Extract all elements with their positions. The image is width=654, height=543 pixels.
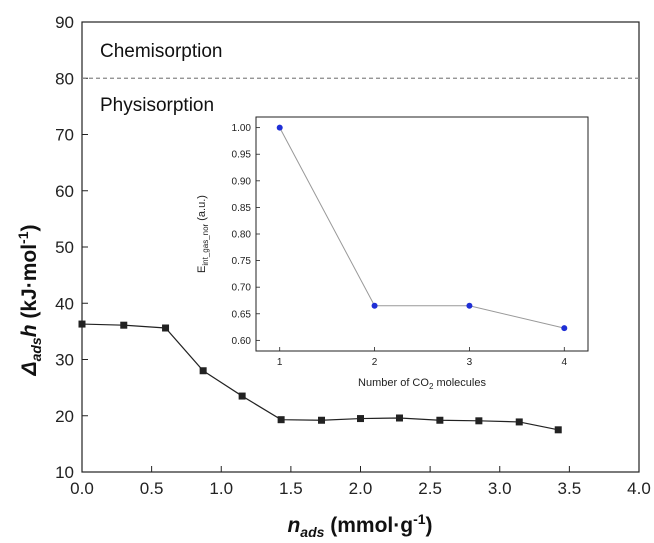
inset-y-axis-label-rest: (a.u.) [196,195,208,224]
inset-x-tick-label: 2 [372,357,378,368]
x-tick-label: 2.0 [349,479,373,498]
x-tick-label: 3.0 [488,479,512,498]
x-tick-label: 2.5 [418,479,442,498]
x-tick-label: 4.0 [627,479,651,498]
inset-ticks: 1 2 3 4 0.60 0.65 0.70 0.75 0.80 0.85 0.90 0.95 1.00 [232,123,568,368]
inset-y-tick-label: 0.75 [232,256,252,267]
main-data-point [475,417,483,425]
inset-y-axis-label-main: E [196,266,208,273]
inset-plot-frame [255,116,589,352]
inset-y-tick-label: 1.00 [232,123,252,134]
x-tick-label: 1.5 [279,479,303,498]
inset-y-tick-label: 0.60 [232,336,252,347]
inset-y-tick-label: 0.90 [232,176,252,187]
inset-x-axis-label-main: Number of CO [358,377,429,389]
region-label-physisorption: Physisorption [100,95,214,116]
y-tick-label: 20 [55,407,74,426]
y-axis-label: Δadsh (kJ·mol-1) [15,224,44,376]
inset-x-axis-label-rest: molecules [433,377,486,389]
inset-y-axis-label-sub: int_gas_nor [201,223,210,265]
main-data-point [357,415,364,423]
y-axis-label-mid: h [18,324,41,337]
y-tick-label: 80 [55,69,74,88]
main-data-point [436,416,444,424]
main-data-point [120,321,128,329]
inset-series [276,124,568,332]
y-axis-label-main: Δ [18,361,41,376]
y-axis-label-sup: -1 [15,231,31,244]
region-label-chemisorption: Chemisorption [100,41,223,62]
x-tick-label: 3.5 [558,479,582,498]
inset-x-tick-label: 1 [277,357,283,368]
y-tick-label: 40 [55,294,74,313]
x-axis-label-rest: (mmol·g [324,514,413,537]
inset-x-tick-label: 3 [467,357,473,368]
x-tick-label: 1.0 [209,479,233,498]
inset-y-tick-label: 0.80 [232,230,252,241]
inset-y-axis-label: Eint_gas_nor (a.u.) [196,195,210,273]
main-data-point [395,414,403,422]
inset-series-line [279,127,565,329]
x-axis-label: nads (mmol·g-1) [287,511,432,540]
inset-y-tick-label: 0.65 [232,309,252,320]
inset-data-point [466,302,473,309]
x-tick-label: 0.0 [70,479,94,498]
y-tick-label: 70 [55,126,74,145]
main-ticks: 0.0 0.5 1.0 1.5 2.0 2.5 3.0 3.5 4.0 10 20 30 40 50 60 7… [55,13,651,498]
inset-data-point [371,302,378,309]
x-axis-label-sub: ads [300,524,324,540]
main-data-point [162,324,170,332]
main-data-point [199,367,207,375]
main-data-point [78,320,86,328]
inset-data-point [561,325,568,332]
x-axis-label-main: n [287,514,300,537]
main-series [78,320,562,434]
y-tick-label: 30 [55,351,74,370]
inset-y-tick-label: 0.95 [232,150,252,161]
inset-x-tick-label: 4 [562,357,568,368]
y-tick-label: 10 [55,463,74,482]
x-tick-label: 0.5 [140,479,164,498]
inset-x-axis-label-sub: 2 [429,382,434,391]
main-data-point [277,416,285,424]
y-tick-label: 50 [55,238,74,257]
main-data-point [318,416,326,424]
main-data-point [238,392,246,400]
y-axis-label-sub: ads [28,337,44,361]
x-axis-label-close: ) [426,514,433,537]
y-tick-label: 60 [55,182,74,201]
inset-data-point [276,124,283,131]
y-axis-label-rest: (kJ·mol [18,244,41,325]
y-axis-label-close: ) [18,224,41,231]
x-axis-label-sup: -1 [413,511,426,527]
inset-x-axis-label: Number of CO2 molecules [358,377,486,391]
y-tick-label: 90 [55,13,74,32]
main-data-point [554,426,562,434]
inset-y-tick-label: 0.70 [232,283,252,294]
inset-y-tick-label: 0.85 [232,203,252,214]
main-data-point [515,418,523,426]
